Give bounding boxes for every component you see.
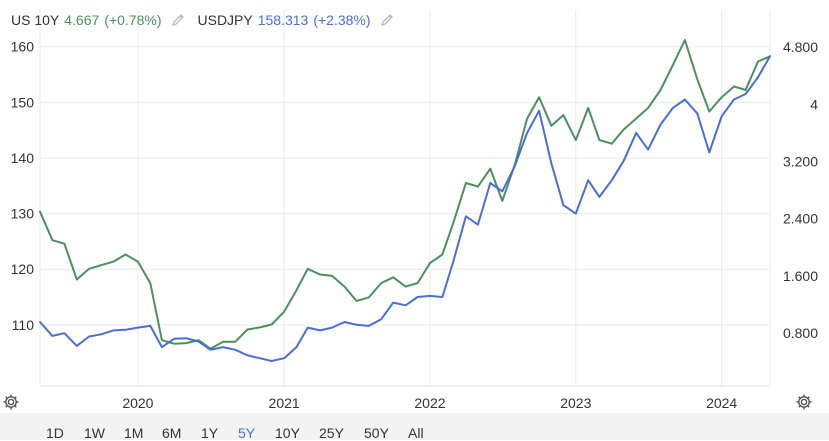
left-tick-label: 150 bbox=[11, 94, 35, 110]
left-tick-label: 120 bbox=[11, 261, 35, 277]
range-button-6m[interactable]: 6M bbox=[162, 425, 182, 441]
range-button-1w[interactable]: 1W bbox=[84, 425, 105, 441]
pencil-icon[interactable] bbox=[170, 12, 186, 28]
pencil-icon[interactable] bbox=[379, 12, 395, 28]
left-tick-label: 110 bbox=[12, 317, 35, 333]
legend-value-usdjpy: 158.313 bbox=[257, 12, 309, 28]
range-button-5y[interactable]: 5Y bbox=[238, 425, 256, 441]
x-tick-label: 2023 bbox=[560, 395, 591, 411]
tick-labels: 110 120 130 140 150 160 0.800 1.600 2.400 3.200 4 4… bbox=[11, 39, 819, 411]
series-line-us-10y bbox=[39, 39, 771, 350]
legend-change-us10y: (+0.78%) bbox=[104, 12, 162, 28]
chart-canvas: 110 120 130 140 150 160 0.800 1.600 2.400 3.200 4 4… bbox=[11, 10, 819, 411]
right-tick-label: 3.200 bbox=[783, 154, 818, 170]
legend-value-us10y: 4.667 bbox=[64, 12, 100, 28]
left-tick-label: 130 bbox=[11, 206, 35, 222]
left-tick-label: 160 bbox=[11, 39, 35, 55]
gear-icon[interactable] bbox=[2, 393, 20, 411]
range-button-all[interactable]: All bbox=[408, 425, 424, 441]
series-line-usdjpy bbox=[39, 55, 771, 362]
gear-icon[interactable] bbox=[795, 393, 813, 411]
range-button-25y[interactable]: 25Y bbox=[319, 425, 344, 441]
grid-lines bbox=[39, 10, 771, 387]
right-tick-label: 4.800 bbox=[783, 39, 818, 55]
x-tick-label: 2024 bbox=[706, 395, 737, 411]
right-tick-label: 2.400 bbox=[783, 211, 818, 227]
legend-change-usdjpy: (+2.38%) bbox=[313, 12, 371, 28]
right-tick-label: 1.600 bbox=[783, 268, 818, 284]
series-lines bbox=[39, 39, 771, 362]
right-tick-label: 4 bbox=[810, 96, 818, 112]
chart-legend: US 10Y 4.667 (+0.78%) USDJPY 158.313 (+2… bbox=[11, 10, 407, 30]
right-tick-label: 0.800 bbox=[783, 325, 818, 341]
left-tick-label: 140 bbox=[11, 150, 35, 166]
x-tick-label: 2021 bbox=[269, 395, 300, 411]
range-button-10y[interactable]: 10Y bbox=[275, 425, 300, 441]
x-tick-label: 2022 bbox=[414, 395, 445, 411]
range-button-1m[interactable]: 1M bbox=[124, 425, 144, 441]
time-range-bar: 1D 1W 1M 6M 1Y 5Y 10Y 25Y 50Y All bbox=[0, 413, 829, 441]
range-button-50y[interactable]: 50Y bbox=[364, 425, 389, 441]
x-tick-label: 2020 bbox=[122, 395, 153, 411]
legend-label-us10y: US 10Y bbox=[11, 12, 60, 28]
range-button-1y[interactable]: 1Y bbox=[201, 425, 219, 441]
legend-label-usdjpy: USDJPY bbox=[197, 12, 253, 28]
range-button-1d[interactable]: 1D bbox=[46, 425, 64, 441]
